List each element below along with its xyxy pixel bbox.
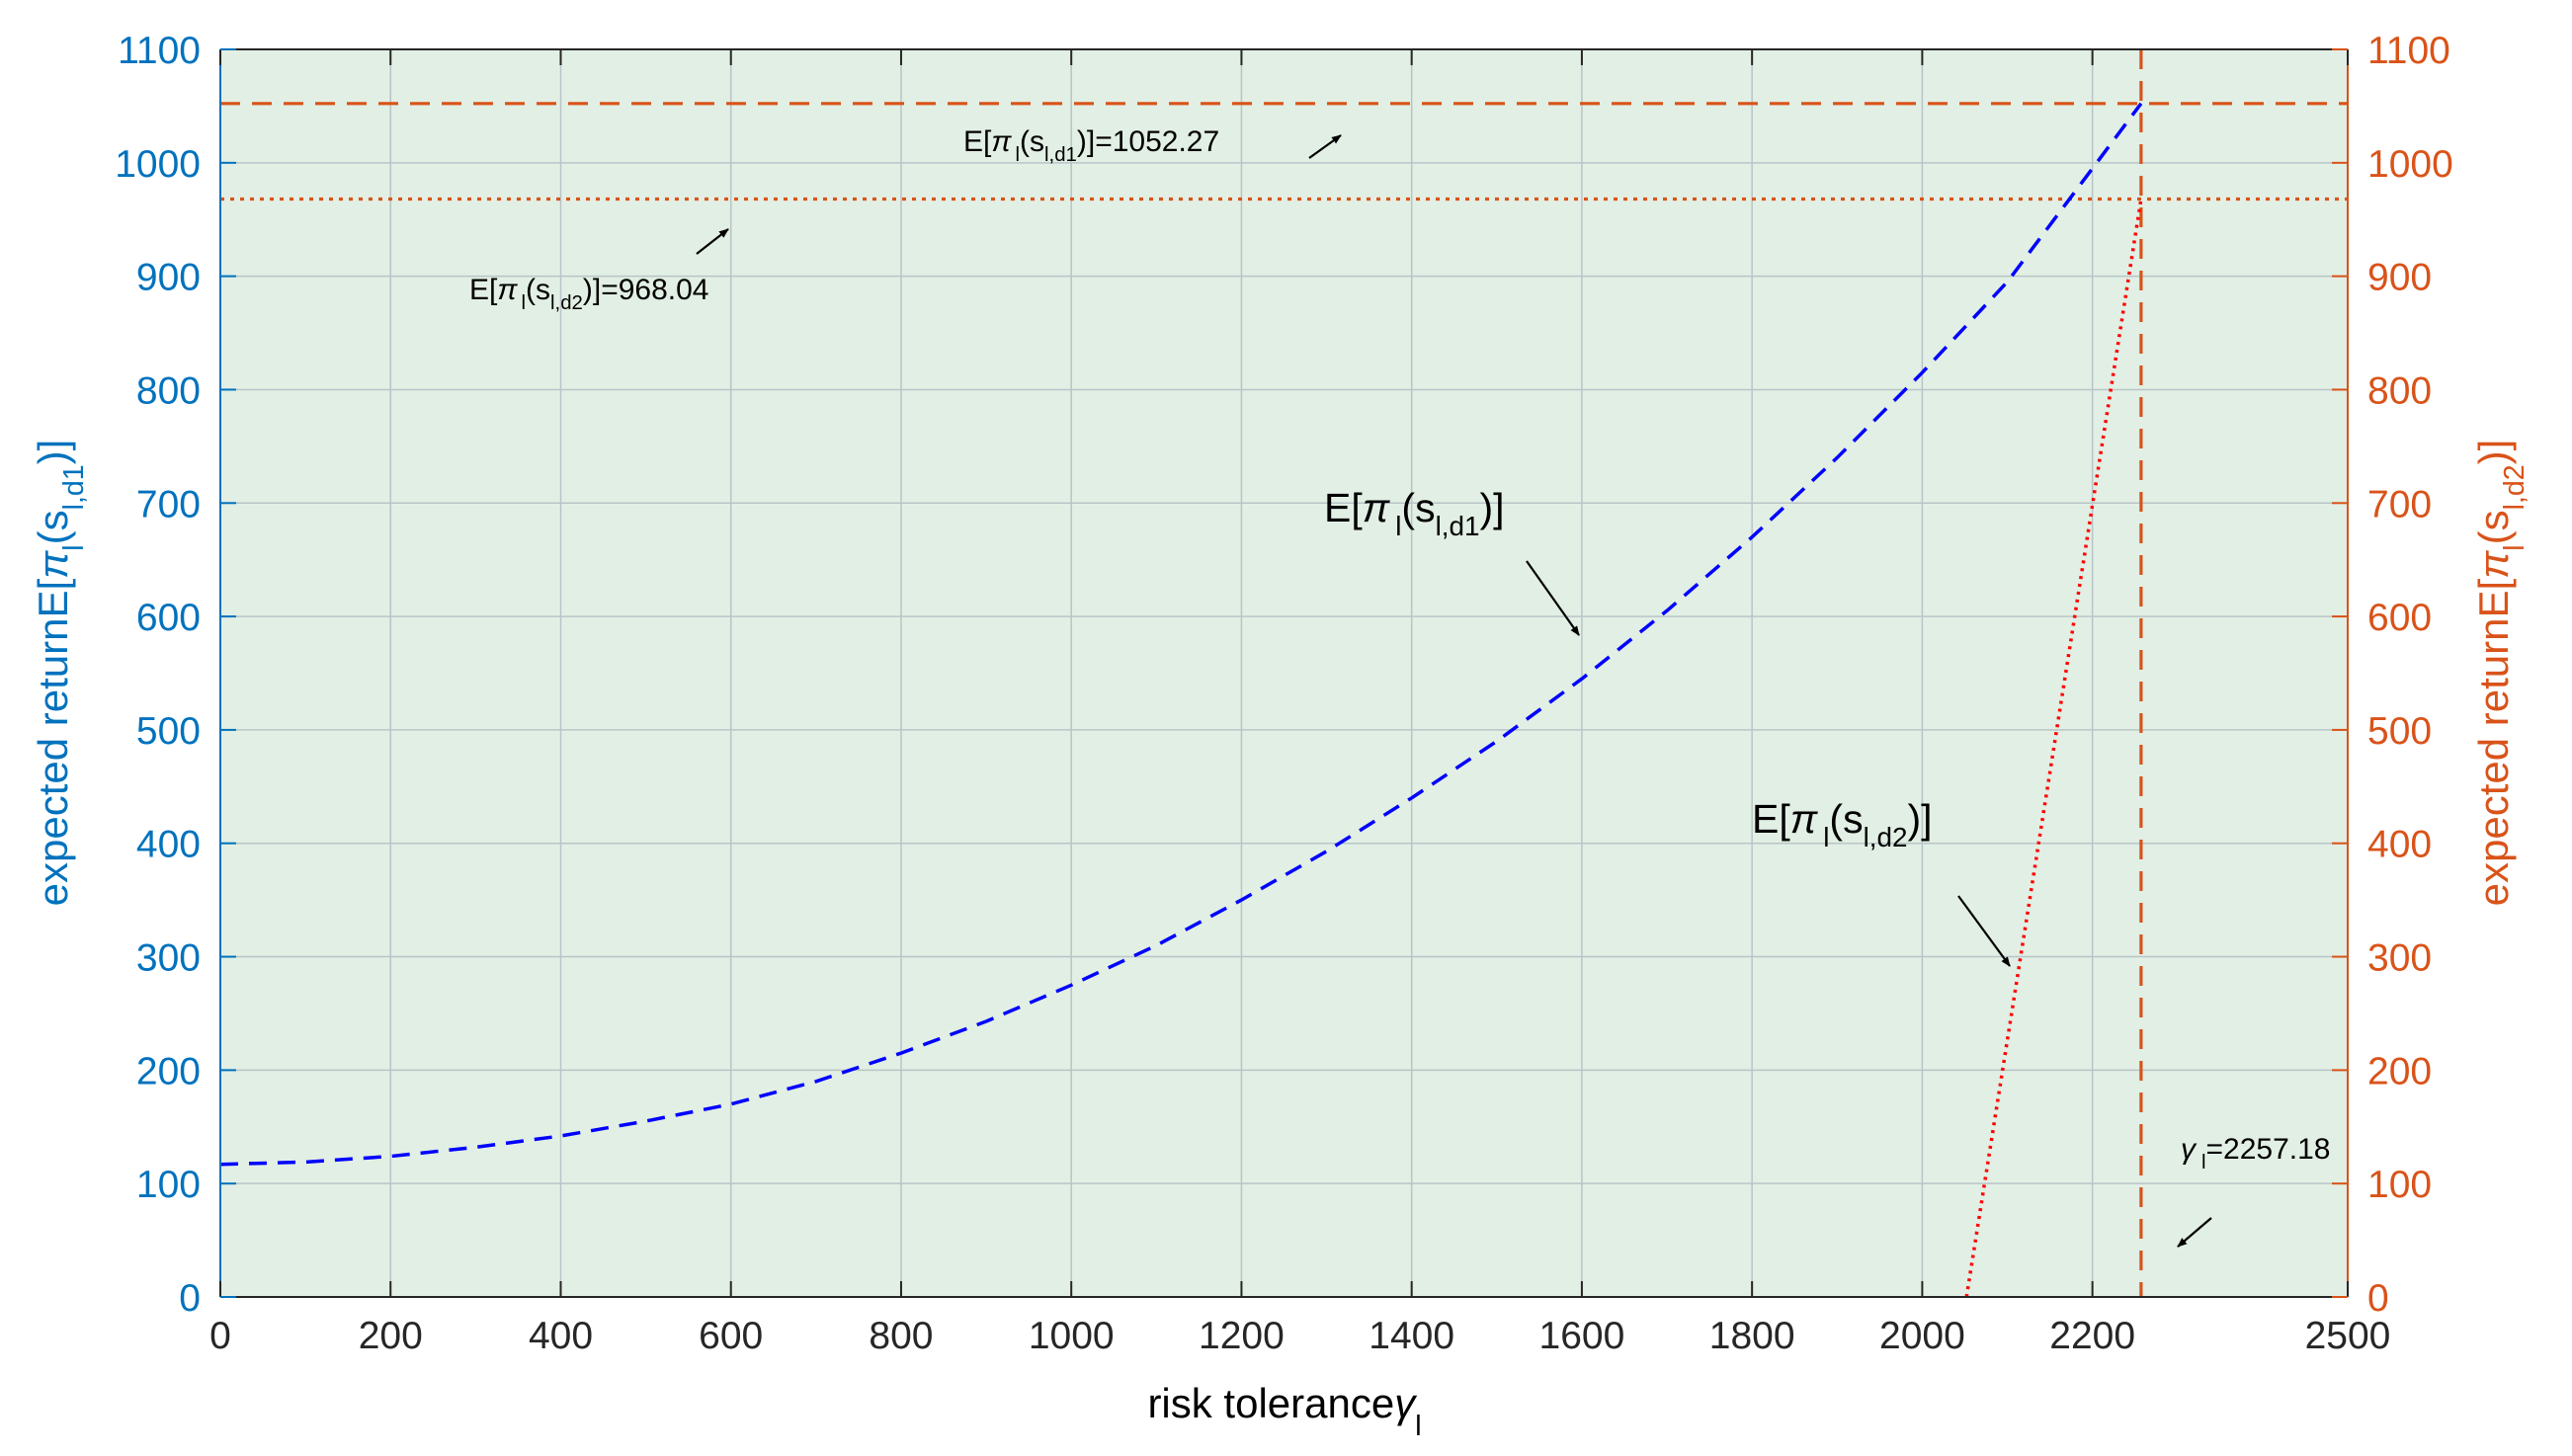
- annotation-gamma: γ l=2257.18: [2181, 1133, 2331, 1173]
- reference-lines: [220, 49, 2348, 1297]
- annotation-arrow-d2-max: [696, 228, 729, 255]
- y-left-tick-label: 1100: [118, 30, 201, 72]
- annotation-arrow-curve-d2: [1957, 895, 2011, 967]
- x-tick-label: 600: [699, 1315, 763, 1357]
- annotation-d1-max: E[π l(sl,d1)]=1052.27: [963, 125, 1219, 166]
- series-line-d1: [219, 102, 2143, 1167]
- x-axis-label: risk toleranceγl: [1147, 1380, 1421, 1442]
- y-right-tick-label: 1000: [2367, 143, 2453, 186]
- y-left-axis-label: expected returnE[πl(sl,d1)]: [30, 440, 90, 907]
- y-right-tick-label: 900: [2367, 257, 2432, 299]
- y-right-axis-label: expected returnE[πl(sl,d2)]: [2470, 440, 2531, 907]
- x-tick-label: 2000: [1879, 1315, 1965, 1357]
- y-left-tick-label: 900: [136, 257, 201, 299]
- y-right-tick-label: 0: [2367, 1277, 2389, 1320]
- x-tick-label: 1000: [1029, 1315, 1115, 1357]
- x-tick-label: 1600: [1539, 1315, 1625, 1357]
- annotation-curve-d1: E[π l(sl,d1)]: [1324, 485, 1505, 541]
- y-right-tick-label: 700: [2367, 483, 2432, 526]
- plot-area: [220, 49, 2348, 1297]
- annotation-arrow-curve-d1: [1526, 560, 1580, 636]
- y-left-tick-labels: 0 100 200 300 400 500 600 700 800 900 1000 1100: [115, 30, 201, 1320]
- annotation-arrow-d1-max: [1308, 134, 1342, 159]
- x-tick-label: 2500: [2305, 1315, 2391, 1357]
- y-left-tick-label: 800: [136, 369, 201, 412]
- x-tick-label: 400: [529, 1315, 593, 1357]
- series-group: [219, 102, 2143, 1298]
- x-tick-labels: 0 200 400 600 800 1000 1200 1400 1600 1800 2000 220…: [209, 1315, 2390, 1357]
- y-right-tick-label: 800: [2367, 369, 2432, 412]
- x-tick-label: 2200: [2049, 1315, 2135, 1357]
- y-right-tick-label: 1100: [2367, 30, 2450, 72]
- x-tick-label: 800: [869, 1315, 933, 1357]
- x-tick-label: 1200: [1199, 1315, 1285, 1357]
- y-right-tick-labels: 0 100 200 300 400 500 600 700 800 900 1000 1100: [2367, 30, 2453, 1320]
- x-tick-label: 0: [209, 1315, 231, 1357]
- y-right-tick-label: 300: [2367, 937, 2432, 980]
- y-left-tick-label: 200: [136, 1050, 201, 1092]
- y-right-tick-label: 600: [2367, 597, 2432, 639]
- x-tick-label: 1800: [1709, 1315, 1795, 1357]
- y-left-tick-label: 500: [136, 710, 201, 753]
- y-right-tick-label: 200: [2367, 1050, 2432, 1092]
- y-right-tick-label: 500: [2367, 710, 2432, 753]
- grid: [220, 49, 2348, 1297]
- y-left-tick-label: 400: [136, 824, 201, 866]
- x-tick-label: 1400: [1369, 1315, 1454, 1357]
- y-left-tick-label: 0: [179, 1277, 201, 1320]
- annotation-arrow-gamma: [2177, 1217, 2212, 1248]
- x-tick-label: 200: [359, 1315, 423, 1357]
- annotation-curve-d2: E[π l(sl,d2)]: [1752, 796, 1933, 852]
- axes: [219, 48, 2349, 1298]
- y-right-tick-label: 100: [2367, 1164, 2432, 1206]
- y-left-tick-label: 700: [136, 483, 201, 526]
- y-right-tick-label: 400: [2367, 824, 2432, 866]
- y-left-tick-label: 100: [136, 1164, 201, 1206]
- y-left-tick-label: 1000: [115, 143, 201, 186]
- y-left-tick-label: 300: [136, 937, 201, 980]
- y-left-tick-label: 600: [136, 597, 201, 639]
- annotation-d2-max: E[π l(sl,d2)]=968.04: [469, 274, 709, 314]
- series-line-d2: [1964, 199, 2143, 1298]
